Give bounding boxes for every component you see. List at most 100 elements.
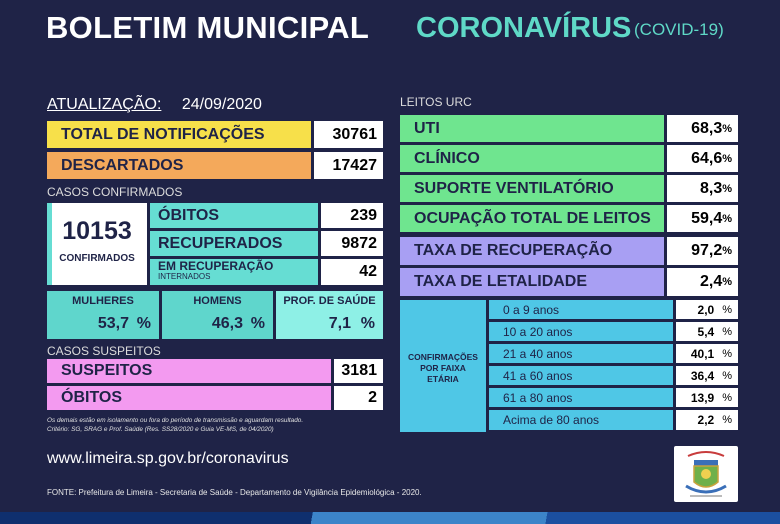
ventilator-value: 8,3 xyxy=(699,179,723,197)
total-occupancy-label: OCUPAÇÃO TOTAL DE LEITOS xyxy=(400,205,664,232)
in-recovery-sub: INTERNADOS xyxy=(158,272,211,281)
total-notifications-value: 30761 xyxy=(314,121,383,148)
age-row-value-box: 5,4% xyxy=(676,322,738,341)
footnote-line1: Os demais estão em isolamento ou fora do… xyxy=(47,417,304,424)
ventilator-value-box: 8,3% xyxy=(667,175,738,202)
recovery-rate-unit: % xyxy=(722,245,732,257)
discarded-label: DESCARTADOS xyxy=(47,152,311,179)
coat-of-arms-icon xyxy=(685,451,727,497)
clinical-label: CLÍNICO xyxy=(400,145,664,172)
age-row-value: 2,2 xyxy=(697,413,715,427)
lethality-rate-label: TAXA DE LETALIDADE xyxy=(400,268,664,296)
recovered-label: RECUPERADOS xyxy=(150,231,318,256)
women-value: 53,7 xyxy=(97,315,129,332)
age-row-value: 13,9 xyxy=(690,390,715,405)
age-row-unit: % xyxy=(722,391,732,404)
confirmed-border xyxy=(47,203,52,285)
city-seal-icon xyxy=(674,446,738,502)
age-row-value: 2,0 xyxy=(697,302,715,317)
update-label: ATUALIZAÇÃO: xyxy=(47,96,162,113)
age-row-label: 61 a 80 anos xyxy=(489,388,673,407)
women-unit: % xyxy=(136,315,151,332)
age-row-unit: % xyxy=(722,303,732,316)
age-row-value: 36,4 xyxy=(690,368,715,383)
in-recovery-box: EM RECUPERAÇÃO INTERNADOS xyxy=(150,259,318,285)
age-row-unit: % xyxy=(722,414,732,426)
health-prof-value: 7,1 xyxy=(328,315,351,332)
confirmed-total-label: CONFIRMADOS xyxy=(59,253,135,264)
age-row-label: 41 a 60 anos xyxy=(489,366,673,385)
website-link[interactable]: www.limeira.sp.gov.br/coronavirus xyxy=(47,450,289,467)
recovery-rate-value-box: 97,2% xyxy=(667,237,738,265)
confirmed-total: 10153 xyxy=(62,217,132,245)
confirmed-section-title: CASOS CONFIRMADOS xyxy=(47,185,183,199)
age-row-label: 10 a 20 anos xyxy=(489,322,673,341)
health-prof-label: PROF. DE SAÚDE xyxy=(283,295,376,307)
lethality-rate-value: 2,4 xyxy=(699,273,723,290)
uti-label: UTI xyxy=(400,115,664,142)
coronavirus-title: CORONAVÍRUS xyxy=(416,12,632,44)
suspects-value: 3181 xyxy=(334,359,383,383)
men-box: HOMENS 46,3 % xyxy=(162,291,273,339)
suspect-deaths-value: 2 xyxy=(334,386,383,410)
bulletin-title: BOLETIM MUNICIPAL xyxy=(46,10,370,45)
update-line: ATUALIZAÇÃO: 24/09/2020 xyxy=(47,96,262,114)
age-row-label: 0 a 9 anos xyxy=(489,300,673,319)
uti-value-box: 68,3% xyxy=(667,115,738,142)
age-label-l3: ETÁRIA xyxy=(427,374,459,384)
confirmed-total-box: 10153 CONFIRMADOS xyxy=(47,203,147,285)
in-recovery-label: EM RECUPERAÇÃO xyxy=(158,259,274,273)
health-prof-box: PROF. DE SAÚDE 7,1 % xyxy=(276,291,383,339)
update-date: 24/09/2020 xyxy=(181,96,262,113)
clinical-unit: % xyxy=(722,152,732,165)
suspect-deaths-label: ÓBITOS xyxy=(47,386,331,410)
age-row-value-box: 13,9% xyxy=(676,388,738,407)
deaths-label: ÓBITOS xyxy=(150,203,318,228)
age-row-unit: % xyxy=(722,325,732,338)
age-row-label: Acima de 80 anos xyxy=(489,410,673,430)
age-label-l2: POR FAIXA xyxy=(420,363,466,373)
recovery-rate-value: 97,2 xyxy=(691,242,723,259)
uti-unit: % xyxy=(722,122,732,135)
total-occupancy-value-box: 59,4% xyxy=(667,205,738,232)
recovered-value: 9872 xyxy=(321,231,383,256)
total-occupancy-unit: % xyxy=(722,212,732,225)
age-row-value: 5,4 xyxy=(697,324,715,339)
discarded-value: 17427 xyxy=(314,152,383,179)
total-notifications-label: TOTAL DE NOTIFICAÇÕES xyxy=(47,121,311,148)
women-label: MULHERES xyxy=(72,295,134,307)
uti-value: 68,3 xyxy=(691,119,723,137)
suspects-label: SUSPEITOS xyxy=(47,359,331,383)
age-label-l1: CONFIRMAÇÕES xyxy=(408,352,478,362)
bottom-stripe xyxy=(0,512,780,524)
age-row-unit: % xyxy=(722,347,732,360)
beds-section-title: LEITOS URC xyxy=(400,95,472,109)
in-recovery-value: 42 xyxy=(321,259,383,285)
women-box: MULHERES 53,7 % xyxy=(47,291,159,339)
age-row-value-box: 2,0% xyxy=(676,300,738,319)
men-label: HOMENS xyxy=(193,295,242,307)
footnote: Os demais estão em isolamento ou fora do… xyxy=(47,416,303,434)
age-row-label: 21 a 40 anos xyxy=(489,344,673,363)
age-label: CONFIRMAÇÕES POR FAIXA ETÁRIA xyxy=(400,352,486,385)
deaths-value: 239 xyxy=(321,203,383,228)
recovery-rate-label: TAXA DE RECUPERAÇÃO xyxy=(400,237,664,265)
men-value: 46,3 xyxy=(211,315,243,332)
clinical-value-box: 64,6% xyxy=(667,145,738,172)
age-row-value-box: 36,4% xyxy=(676,366,738,385)
lethality-rate-value-box: 2,4% xyxy=(667,268,738,296)
age-row-value: 40,1 xyxy=(690,346,715,361)
age-row-value-box: 40,1% xyxy=(676,344,738,363)
total-occupancy-value: 59,4 xyxy=(691,209,723,227)
source-text: FONTE: Prefeitura de Limeira - Secretari… xyxy=(47,488,422,497)
men-unit: % xyxy=(250,315,265,332)
ventilator-unit: % xyxy=(722,182,732,195)
covid-subtitle: (COVID-19) xyxy=(634,20,724,39)
suspects-section-title: CASOS SUSPEITOS xyxy=(47,344,161,358)
footnote-line2: Critério: SG, SRAG e Prof. Saúde (Res. S… xyxy=(47,426,274,433)
age-row-unit: % xyxy=(722,369,732,382)
age-label-box: CONFIRMAÇÕES POR FAIXA ETÁRIA xyxy=(400,300,486,432)
age-row-value-box: 2,2% xyxy=(676,410,738,430)
lethality-rate-unit: % xyxy=(722,276,732,288)
clinical-value: 64,6 xyxy=(691,149,723,167)
